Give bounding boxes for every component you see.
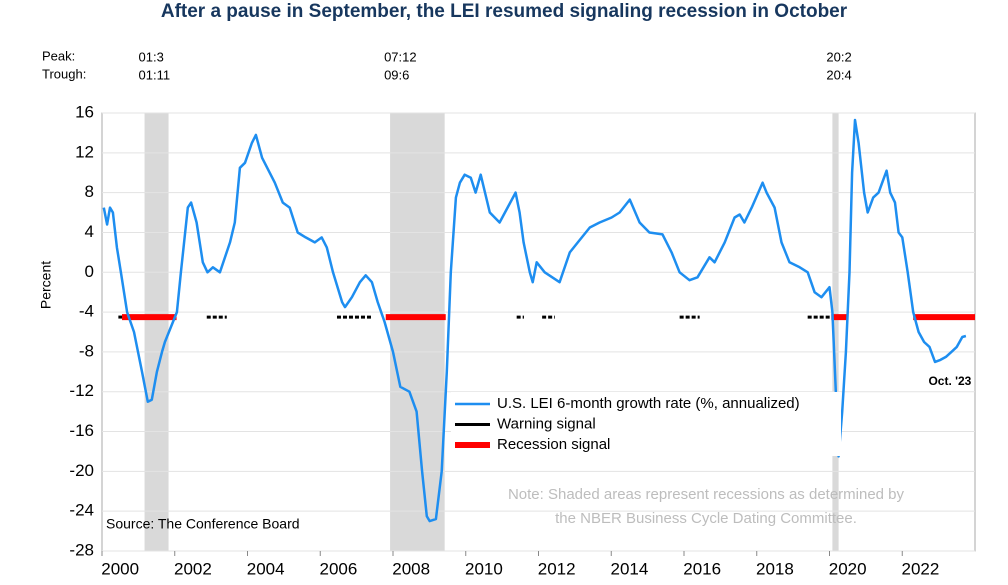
y-tick-label: -28 [69, 540, 94, 559]
legend-label: Warning signal [497, 415, 596, 432]
note: Note: Shaded areas represent recessions … [508, 486, 905, 503]
legend-box [451, 392, 841, 456]
legend-label: Recession signal [497, 436, 610, 453]
x-tick-label: 2008 [392, 559, 430, 578]
recession-peak: 20:2 [826, 49, 851, 64]
x-tick-label: 2000 [101, 559, 139, 578]
x-tick-label: 2010 [465, 559, 503, 578]
y-tick-label: 12 [75, 142, 94, 161]
x-tick-label: 2020 [829, 559, 867, 578]
recession-peak: 07:12 [384, 49, 417, 64]
lei-line [102, 118, 967, 523]
x-tick-label: 2004 [247, 559, 285, 578]
x-tick-label: 2018 [756, 559, 794, 578]
recession-trough: 01:11 [139, 67, 171, 82]
y-tick-label: 16 [75, 102, 94, 121]
x-tick-label: 2014 [611, 559, 649, 578]
y-tick-label: -4 [79, 302, 94, 321]
note: the NBER Business Cycle Dating Committee… [555, 510, 857, 527]
recession-peak: 01:3 [139, 49, 164, 64]
x-tick-label: 2016 [683, 559, 721, 578]
x-tick-label: 2006 [320, 559, 358, 578]
chart-title: After a pause in September, the LEI resu… [161, 1, 848, 22]
recession-shade [144, 113, 169, 551]
plot-area [101, 112, 976, 552]
recession-shade [390, 113, 445, 551]
y-tick-label: 0 [85, 262, 94, 281]
y-tick-label: -20 [69, 461, 94, 480]
y-tick-label: -16 [69, 421, 94, 440]
recession-trough: 09:6 [384, 67, 409, 82]
y-tick-label: 8 [85, 182, 94, 201]
x-tick-label: 2022 [902, 559, 940, 578]
x-tick-label: 2012 [538, 559, 576, 578]
recession-shade [832, 113, 839, 551]
y-tick-label: -24 [69, 501, 94, 520]
trough-heading: Trough: [42, 66, 86, 81]
y-tick-label: -8 [79, 341, 94, 360]
y-tick-label: 4 [85, 222, 94, 241]
recession-trough: 20:4 [826, 67, 851, 82]
annotation: Oct. '23 [928, 374, 971, 388]
source: Source: The Conference Board [106, 516, 300, 532]
y-axis-label: Percent [38, 261, 54, 309]
peak-heading: Peak: [42, 48, 75, 63]
x-tick-label: 2002 [174, 559, 212, 578]
y-tick-label: -12 [69, 381, 94, 400]
legend-label: U.S. LEI 6-month growth rate (%, annuali… [497, 395, 800, 412]
